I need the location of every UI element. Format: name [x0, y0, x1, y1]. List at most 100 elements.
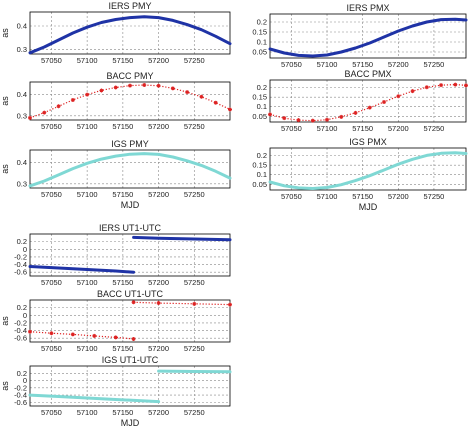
iers-pmy-xtick-label: 57100	[77, 56, 98, 65]
bacc-ut1-point	[131, 336, 136, 341]
bacc-ut1-ytick-label: 0	[23, 311, 27, 320]
iers-ut1-ytick-label: 0.2	[17, 237, 27, 246]
bacc-pmy-point	[85, 92, 90, 97]
bacc-pmx-ytick-label: 0.05	[252, 112, 267, 121]
bacc-ut1-series-line-1	[133, 301, 231, 306]
igs-pmy-frame	[29, 149, 231, 189]
iers-pmx-title: IERS PMX	[346, 3, 389, 13]
igs-pmy-xtick-label: 57100	[77, 190, 98, 199]
bacc-pmy-xtick-label: 57150	[112, 122, 133, 131]
bacc-ut1-point	[192, 301, 197, 306]
bacc-pmx-point	[268, 112, 272, 117]
bacc-pmx-ytick-label: 0.2	[257, 83, 267, 92]
iers-pmx-ytick-label: 0.2	[257, 18, 267, 27]
igs-pmx-xtick-label: 57050	[281, 192, 302, 201]
igs-ut1-ytick-label: -0.6	[14, 398, 27, 407]
iers-pmy-xtick-label: 57200	[148, 56, 169, 65]
iers-pmx-xtick-label: 57150	[352, 60, 373, 69]
igs-pmx-xtick-label: 57200	[388, 192, 409, 201]
igs-ut1-ytick-label: -0.2	[14, 383, 27, 392]
iers-ut1-ytick-label: -0.2	[14, 252, 27, 261]
iers-ut1-ytick-label: 0	[23, 245, 27, 254]
iers-pmy-series-line-0	[28, 15, 232, 55]
bacc-pmy-point	[70, 97, 75, 102]
bacc-pmx-point	[424, 85, 429, 90]
bacc-pmy-point	[99, 88, 104, 93]
bacc-pmy-point	[170, 86, 175, 91]
igs-pmy-xtick-label: 57150	[112, 190, 133, 199]
igs-pmy-xtick-label: 57050	[41, 190, 62, 199]
bacc-pmx-point	[410, 89, 415, 94]
iers-pmy-ytick-label: 0.4	[17, 22, 27, 31]
igs-pmy-ytick-label: 0.3	[17, 179, 27, 188]
bacc-ut1-point	[156, 301, 161, 306]
bacc-pmy-point	[113, 85, 118, 90]
igs-pmx-ytick-label: 0.1	[257, 170, 267, 179]
iers-ut1-xtick-label: 57200	[148, 278, 169, 287]
bacc-pmx-ytick-label: 0.1	[257, 102, 267, 111]
bacc-ut1-xtick-label: 57050	[41, 344, 62, 353]
bacc-pmx-frame	[269, 79, 467, 123]
igs-ut1-xtick-label: 57250	[184, 408, 205, 417]
bacc-ut1-xtick-label: 57150	[112, 344, 133, 353]
bacc-ut1-title: BACC UT1-UTC	[97, 289, 164, 299]
bacc-pmx-point	[367, 105, 372, 110]
bacc-pmy-point	[56, 104, 61, 109]
iers-pmx-xtick-label: 57050	[281, 60, 302, 69]
bacc-pmx-point	[296, 118, 301, 123]
bacc-ut1-ylabel: as	[0, 316, 10, 326]
iers-pmx-ytick-label: 0.1	[257, 38, 267, 47]
bacc-pmy-ytick-label: 0.4	[17, 90, 27, 99]
bacc-pmx-series-line-0	[269, 83, 467, 122]
iers-ut1-ytick-label: -0.4	[14, 260, 27, 269]
iers-pmx-series-line-0	[268, 17, 468, 58]
bacc-pmx-point	[396, 94, 401, 99]
bacc-pmx-xtick-label: 57050	[281, 124, 302, 133]
bacc-pmx-point	[453, 82, 458, 87]
bacc-pmx-point	[382, 99, 387, 104]
igs-ut1-series-line-1	[157, 369, 232, 374]
iers-pmx-ytick-label: 0.05	[252, 48, 267, 57]
iers-ut1-series-line-1	[132, 235, 232, 242]
bacc-pmy-point	[213, 100, 218, 105]
bacc-pmy-xtick-label: 57050	[41, 122, 62, 131]
igs-pmy-ytick-label: 0.4	[17, 158, 27, 167]
igs-pmy-series-line-0	[28, 152, 232, 188]
iers-ut1-series-line-0	[28, 265, 136, 274]
bacc-ut1-point	[113, 335, 118, 340]
bacc-ut1-point	[131, 300, 136, 305]
igs-pmx-xtick-label: 57100	[317, 192, 338, 201]
bacc-pmy-point	[199, 94, 204, 99]
bacc-pmy-point	[42, 110, 47, 115]
igs-pmy-title: IGS PMY	[111, 139, 149, 149]
bacc-pmx-point	[439, 83, 444, 88]
bacc-pmy-point	[228, 107, 232, 112]
iers-pmy-title: IERS PMY	[108, 1, 151, 11]
igs-pmy-xtick-label: 57200	[148, 190, 169, 199]
bacc-pmy-point	[142, 82, 147, 87]
iers-pmy-frame	[29, 11, 231, 55]
bacc-pmx-ytick-label: 0.15	[252, 93, 267, 102]
iers-pmy-xtick-label: 57150	[112, 56, 133, 65]
bacc-ut1-ytick-label: -0.4	[14, 326, 27, 335]
igs-pmx-xlabel: MJD	[359, 202, 378, 212]
bacc-pmx-title: BACC PMX	[344, 69, 391, 79]
iers-ut1-xtick-label: 57250	[184, 278, 205, 287]
bacc-pmy-series-line-0	[29, 84, 231, 119]
igs-pmx-ytick-label: 0.15	[252, 161, 267, 170]
igs-ut1-xlabel: MJD	[121, 418, 140, 428]
bacc-ut1-ytick-label: 0.2	[17, 303, 27, 312]
bacc-pmx-xtick-label: 57150	[352, 124, 373, 133]
bacc-pmy-xtick-label: 57100	[77, 122, 98, 131]
igs-ut1-xtick-label: 57200	[148, 408, 169, 417]
igs-pmx-series-line-0	[268, 151, 468, 190]
bacc-pmy-xtick-label: 57250	[184, 122, 205, 131]
bacc-ut1-xtick-label: 57100	[77, 344, 98, 353]
igs-pmy-ylabel: as	[0, 164, 10, 174]
igs-ut1-ytick-label: 0	[23, 376, 27, 385]
bacc-pmy-frame	[29, 81, 231, 121]
iers-pmy-xtick-label: 57050	[41, 56, 62, 65]
bacc-ut1-point	[28, 329, 32, 334]
bacc-pmy-title: BACC PMY	[106, 71, 153, 81]
